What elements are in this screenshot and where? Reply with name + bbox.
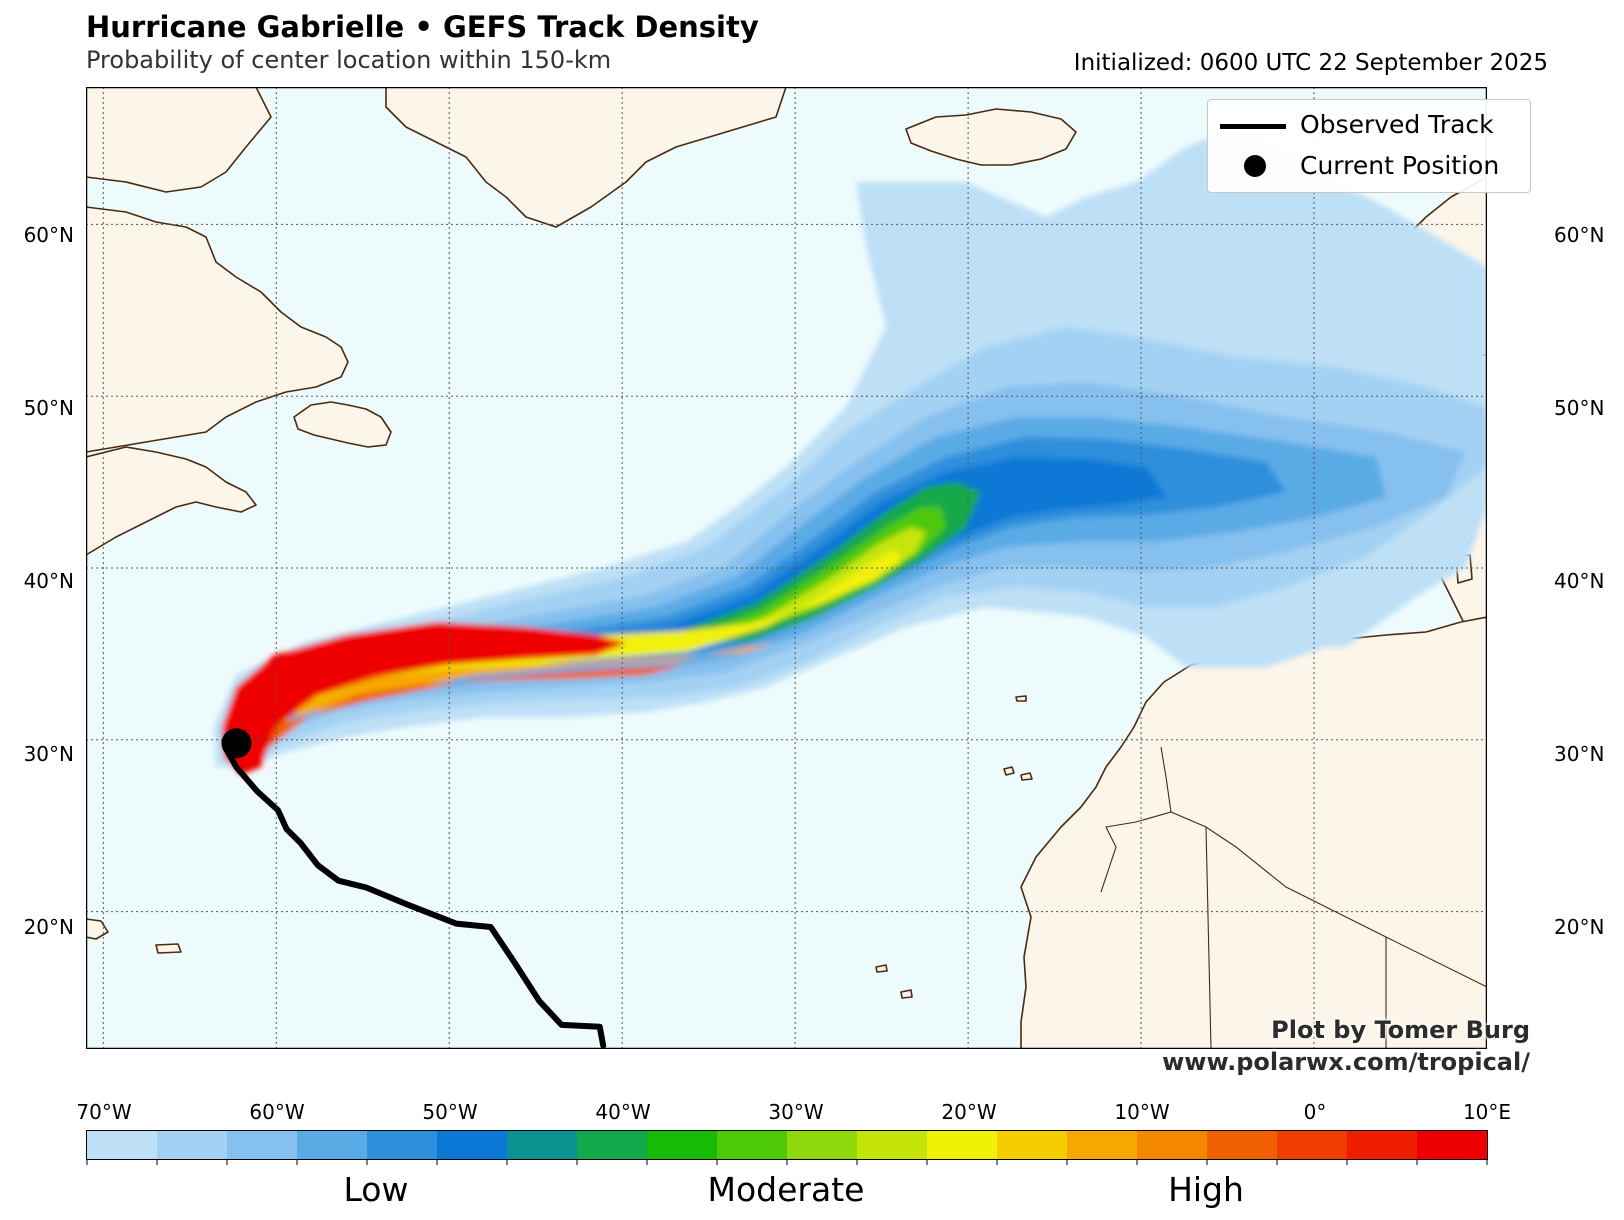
colorbar-segment: [1417, 1131, 1488, 1159]
colorbar-segment: [157, 1131, 228, 1159]
credit-author: Plot by Tomer Burg: [1271, 1016, 1530, 1044]
lon-label-40w: 40°W: [595, 1100, 651, 1124]
lat-label-right-50: 50°N: [1554, 396, 1605, 420]
colorbar-segment: [1207, 1131, 1278, 1159]
lon-label-70w: 70°W: [76, 1100, 132, 1124]
observed-track-line: [224, 740, 607, 1049]
lat-label-right-40: 40°N: [1554, 569, 1605, 593]
land-baffin: [86, 87, 272, 193]
land-madeira: [1015, 695, 1027, 702]
colorbar-segment: [297, 1131, 368, 1159]
density-high-3: [243, 665, 686, 764]
colorbar-label-high: High: [1168, 1170, 1244, 1209]
colorbar-segment: [227, 1131, 298, 1159]
credit-url: www.polarwx.com/tropical/: [1162, 1048, 1530, 1076]
lon-label-60w: 60°W: [249, 1100, 305, 1124]
colorbar-segment: [647, 1131, 718, 1159]
legend-observed-track: Observed Track: [1300, 110, 1494, 139]
colorbar-frame: [86, 1130, 1488, 1160]
lat-label-left-50: 50°N: [23, 396, 74, 420]
lat-label-right-30: 30°N: [1554, 742, 1605, 766]
colorbar-segment: [1277, 1131, 1348, 1159]
lat-label-right-60: 60°N: [1554, 223, 1605, 247]
density-high-2: [242, 643, 776, 763]
lon-label-20w: 20°W: [941, 1100, 997, 1124]
map-legend: Observed Track Current Position: [1207, 99, 1531, 193]
lon-label-50w: 50°W: [422, 1100, 478, 1124]
land-iceland: [905, 108, 1077, 166]
colorbar-segment: [997, 1131, 1068, 1159]
density-peak: [222, 622, 626, 775]
colorbar-segment: [437, 1131, 508, 1159]
colorbar-segment: [1347, 1131, 1418, 1159]
lat-label-left-30: 30°N: [23, 742, 74, 766]
land-cape-verde-2: [900, 989, 913, 999]
lat-label-left-40: 40°N: [23, 569, 74, 593]
colorbar-segment: [1067, 1131, 1138, 1159]
land-canary-islands: [1003, 766, 1015, 776]
track-density-map: [86, 87, 1487, 1049]
land-caribbean: [86, 918, 109, 940]
colorbar-segment: [787, 1131, 858, 1159]
colorbar-segment: [507, 1131, 578, 1159]
land-cape-verde: [875, 964, 888, 973]
gridlines: [86, 87, 1487, 1049]
current-position-swatch: [1244, 155, 1266, 177]
density-mod-1: [235, 482, 981, 756]
lat-label-left-60: 60°N: [23, 223, 74, 247]
lat-label-left-20: 20°N: [23, 915, 74, 939]
colorbar-segment: [857, 1131, 928, 1159]
land-puerto-rico: [155, 943, 182, 954]
colorbar-segment: [717, 1131, 788, 1159]
observed-track-swatch: [1220, 124, 1286, 129]
colorbar-segment: [1137, 1131, 1208, 1159]
initialized-time: Initialized: 0600 UTC 22 September 2025: [1073, 50, 1548, 76]
lon-label-30w: 30°W: [768, 1100, 824, 1124]
legend-current-position: Current Position: [1300, 151, 1500, 180]
land-maritimes: [86, 446, 257, 556]
colorbar-segment: [87, 1131, 158, 1159]
colorbar: [86, 1130, 1488, 1165]
colorbar-label-moderate: Moderate: [707, 1170, 865, 1209]
land-labrador: [86, 206, 349, 453]
lon-label-10e: 10°E: [1462, 1100, 1512, 1124]
land-canary-islands-2: [1020, 772, 1033, 781]
land-newfoundland: [293, 401, 392, 448]
current-position-marker: [221, 728, 252, 759]
lon-label-0: 0°: [1303, 1100, 1327, 1124]
colorbar-label-low: Low: [343, 1170, 409, 1209]
colorbar-segment: [367, 1131, 438, 1159]
lat-label-right-20: 20°N: [1554, 915, 1605, 939]
map-subtitle: Probability of center location within 15…: [86, 46, 612, 74]
track-density-shading: [214, 127, 1487, 775]
map-title: Hurricane Gabrielle • GEFS Track Density: [86, 10, 759, 44]
colorbar-segment: [577, 1131, 648, 1159]
colorbar-segment: [927, 1131, 998, 1159]
land-greenland: [385, 87, 787, 228]
lon-label-10w: 10°W: [1114, 1100, 1170, 1124]
